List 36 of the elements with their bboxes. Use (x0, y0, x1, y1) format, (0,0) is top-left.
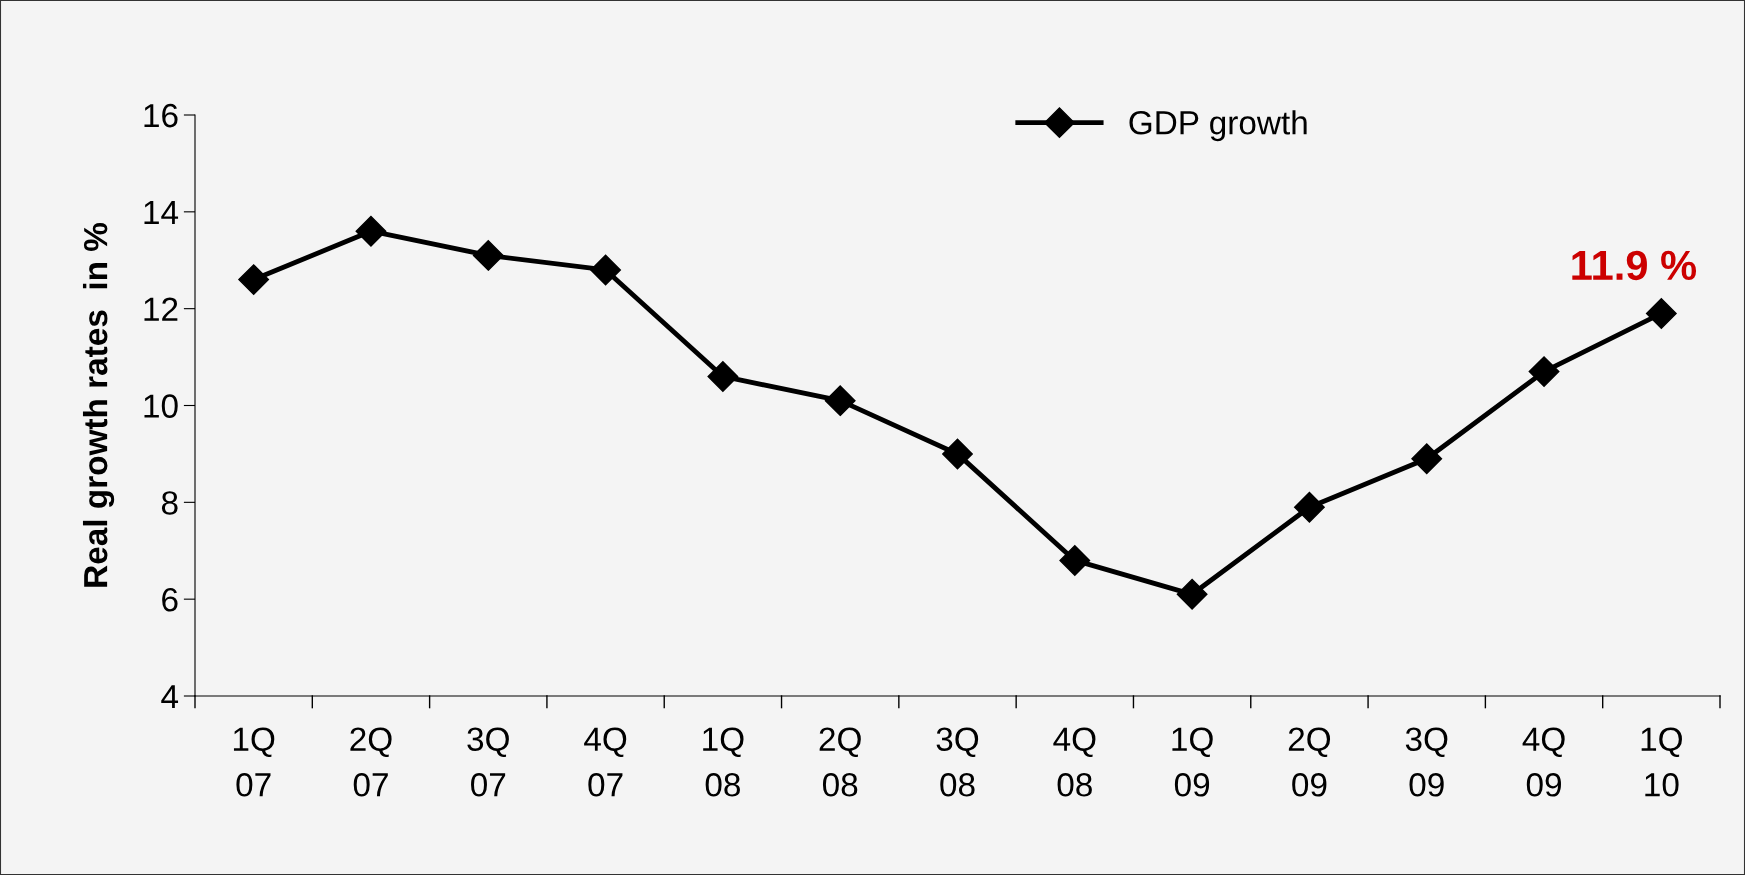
point (238, 264, 270, 296)
point (590, 254, 622, 286)
x-tick-label: 1Q 10 (1641, 727, 1682, 797)
point (942, 438, 973, 470)
x-tick-label: 1Q 09 (1172, 727, 1213, 797)
point (355, 215, 387, 247)
y-axis-title: Real growth rates in % (82, 222, 115, 587)
point (1059, 545, 1091, 576)
point (707, 361, 739, 392)
point (1293, 491, 1325, 523)
legend-label: GDP growth (1129, 110, 1307, 142)
x-tick-label: 3Q 09 (1405, 727, 1448, 797)
y-tick-label: 6 (162, 587, 178, 612)
y-tick-label: 4 (161, 685, 179, 709)
point (1176, 578, 1208, 610)
x-tick-label: 2Q 07 (350, 727, 392, 797)
x-tick-label: 1Q 07 (233, 727, 275, 797)
point (1528, 356, 1560, 388)
y-tick-label: 14 (144, 200, 179, 224)
annotation: 11.9 % (1572, 250, 1697, 281)
x-tick-label: 2Q 09 (1288, 727, 1331, 797)
x-tick-label: 3Q 07 (467, 727, 509, 797)
point (1411, 443, 1443, 475)
y-tick-label: 16 (144, 103, 178, 128)
x-tick-label: 2Q 08 (819, 727, 861, 797)
point (472, 239, 504, 271)
y-tick-label: 8 (161, 491, 178, 515)
x-tick-label: 3Q 08 (936, 727, 979, 797)
y-tick-label: 12 (144, 297, 178, 321)
y-tick-label: 10 (144, 394, 178, 418)
point (824, 385, 856, 417)
x-tick-label: 4Q 07 (584, 727, 627, 797)
x-tick-label: 4Q 09 (1522, 727, 1565, 797)
x-tick-label: 1Q 08 (703, 727, 744, 797)
x-tick-label: 4Q 08 (1053, 727, 1096, 797)
point (1645, 298, 1677, 329)
